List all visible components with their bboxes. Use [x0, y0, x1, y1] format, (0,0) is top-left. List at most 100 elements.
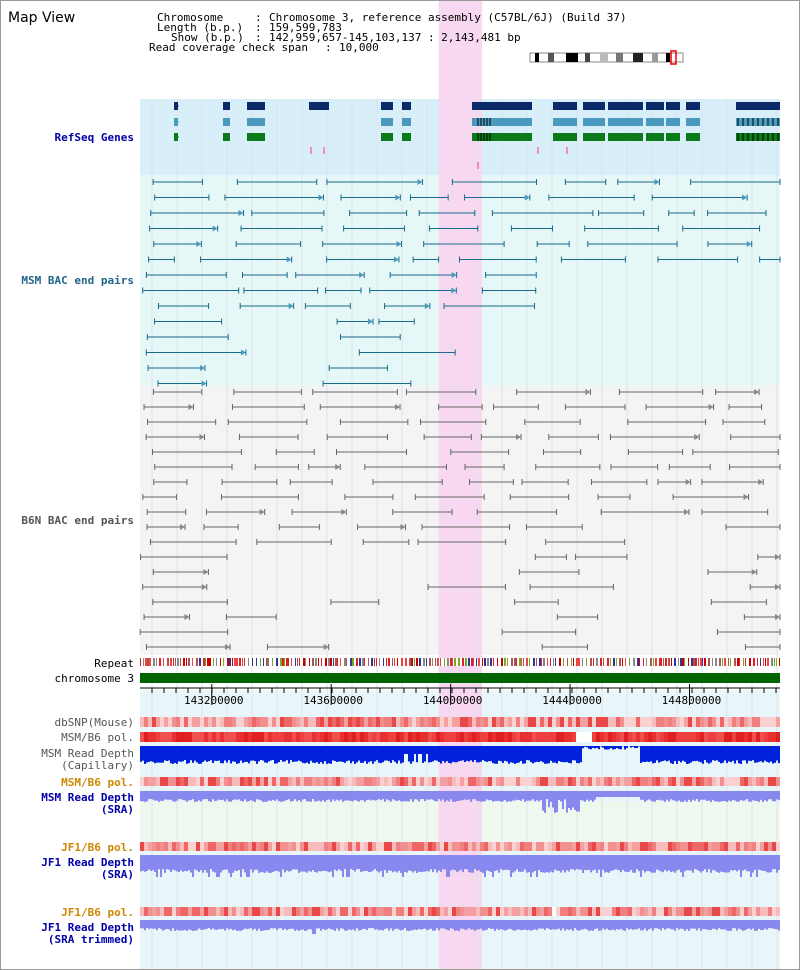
repeat-element	[643, 658, 644, 666]
dbsnp-strip	[584, 717, 588, 727]
repeat-element	[543, 658, 545, 666]
msm-b6-pol-strip	[364, 732, 368, 742]
jf1-depth-trimmed-bar	[634, 920, 636, 930]
track-label-refseq[interactable]: RefSeq Genes	[54, 131, 134, 144]
jf1-depth-trimmed-bar	[590, 920, 592, 931]
track-label-b6n-bac[interactable]: B6N BAC end pairs	[21, 514, 134, 527]
msm-depth-sra-bar	[648, 791, 650, 800]
jf1-b6-pol-trimmed-strip	[232, 907, 236, 916]
msm-b6-pol-sra-strip	[320, 777, 324, 786]
msm-b6-pol-sra-strip	[640, 777, 644, 786]
jf1-b6-pol-strip	[548, 842, 552, 851]
repeat-element	[678, 658, 679, 666]
jf1-depth-trimmed-bar	[210, 920, 212, 930]
msm-b6-pol-strip	[600, 732, 604, 742]
msm-depth-sra-bar	[766, 791, 768, 802]
msm-depth-sra-bar	[402, 791, 404, 802]
msm-b6-pol-strip	[224, 732, 228, 742]
msm-depth-sra-bar	[302, 791, 304, 800]
jf1-depth-trimmed-bar	[266, 920, 268, 930]
msm-depth-capillary-bar	[470, 746, 472, 761]
jf1-depth-trimmed-bar	[148, 920, 150, 929]
msm-depth-sra-bar	[142, 791, 144, 802]
jf1-depth-trimmed-bar	[686, 920, 688, 930]
repeat-element	[321, 658, 322, 666]
repeat-element	[541, 658, 542, 666]
dbsnp-strip	[256, 717, 260, 727]
jf1-depth-sra-bar	[268, 855, 270, 873]
jf1-depth-trimmed-bar	[460, 920, 462, 929]
dbsnp-strip	[660, 717, 664, 727]
jf1-depth-trimmed-bar	[574, 920, 576, 929]
msm-bac-arrow	[201, 380, 207, 387]
msm-b6-pol-sra-strip	[664, 777, 668, 786]
jf1-depth-sra-bar	[228, 855, 230, 873]
jf1-b6-pol-trimmed-strip	[416, 907, 420, 916]
msm-b6-pol-sra-strip	[720, 777, 724, 786]
msm-depth-sra-bar	[646, 791, 648, 801]
msm-depth-capillary-bar	[310, 746, 312, 761]
b6n-bac-arrow	[754, 389, 760, 395]
jf1-depth-trimmed-bar	[146, 920, 148, 929]
jf1-depth-sra-bar	[156, 855, 158, 877]
jf1-depth-trimmed-bar	[286, 920, 288, 931]
jf1-b6-pol-trimmed-strip	[704, 907, 708, 916]
jf1-depth-trimmed-bar	[776, 920, 778, 930]
jf1-depth-trimmed-bar	[494, 920, 496, 931]
jf1-depth-trimmed-bar	[142, 920, 144, 929]
msm-b6-pol-strip	[596, 732, 600, 742]
msm-b6-pol-sra-strip	[724, 777, 728, 786]
jf1-b6-pol-trimmed-strip	[208, 907, 212, 916]
jf1-b6-pol-strip	[192, 842, 196, 851]
jf1-depth-sra-bar	[566, 855, 568, 871]
msm-b6-pol-strip	[336, 732, 340, 742]
msm-depth-sra-bar	[720, 791, 722, 802]
msm-depth-sra-bar	[546, 791, 548, 800]
gene-strand-arrow	[553, 133, 558, 141]
msm-depth-capillary-bar	[586, 746, 588, 748]
jf1-b6-pol-strip	[688, 842, 692, 851]
msm-depth-capillary-bar	[374, 746, 376, 762]
msm-b6-pol-strip	[736, 732, 740, 742]
msm-depth-sra-bar	[250, 791, 252, 801]
jf1-depth-sra-bar	[164, 855, 166, 873]
msm-depth-sra-bar	[306, 791, 308, 802]
jf1-depth-sra-bar	[320, 855, 322, 872]
msm-depth-sra-bar	[390, 791, 392, 802]
jf1-depth-sra-bar	[536, 855, 538, 877]
jf1-depth-sra-bar	[140, 855, 142, 872]
track-label-msm-bac[interactable]: MSM BAC end pairs	[21, 274, 134, 287]
jf1-b6-pol-strip	[636, 842, 640, 851]
dbsnp-strip	[376, 717, 380, 727]
repeat-element	[452, 658, 453, 666]
msm-b6-pol-sra-strip	[624, 777, 628, 786]
jf1-depth-trimmed-bar	[472, 920, 474, 930]
jf1-depth-trimmed-bar	[398, 920, 400, 930]
msm-depth-capillary-bar	[236, 746, 238, 764]
jf1-b6-pol-strip	[300, 842, 304, 851]
dbsnp-strip	[700, 717, 704, 727]
jf1-depth-sra-bar	[232, 855, 234, 873]
msm-depth-capillary-bar	[610, 746, 612, 749]
msm-depth-sra-bar	[462, 791, 464, 801]
b6n-bac-arrow	[201, 584, 207, 590]
msm-b6-pol-strip	[640, 732, 644, 742]
msm-depth-sra-bar	[262, 791, 264, 802]
dbsnp-strip	[292, 717, 296, 727]
msm-depth-sra-bar	[612, 791, 614, 797]
jf1-depth-trimmed-bar	[496, 920, 498, 929]
msm-depth-capillary-bar	[764, 746, 766, 761]
repeat-element	[364, 658, 365, 666]
jf1-b6-pol-trimmed-strip	[612, 907, 616, 916]
msm-b6-pol-strip	[172, 732, 176, 742]
jf1-depth-sra-bar	[146, 855, 148, 871]
dbsnp-strip	[428, 717, 432, 727]
msm-b6-pol-strip	[160, 732, 164, 742]
msm-depth-sra-bar	[286, 791, 288, 800]
msm-depth-capillary-bar	[534, 746, 536, 763]
jf1-depth-trimmed-bar	[412, 920, 414, 931]
jf1-depth-trimmed-bar	[538, 920, 540, 929]
jf1-b6-pol-strip	[332, 842, 336, 851]
msm-depth-capillary-bar	[368, 746, 370, 763]
